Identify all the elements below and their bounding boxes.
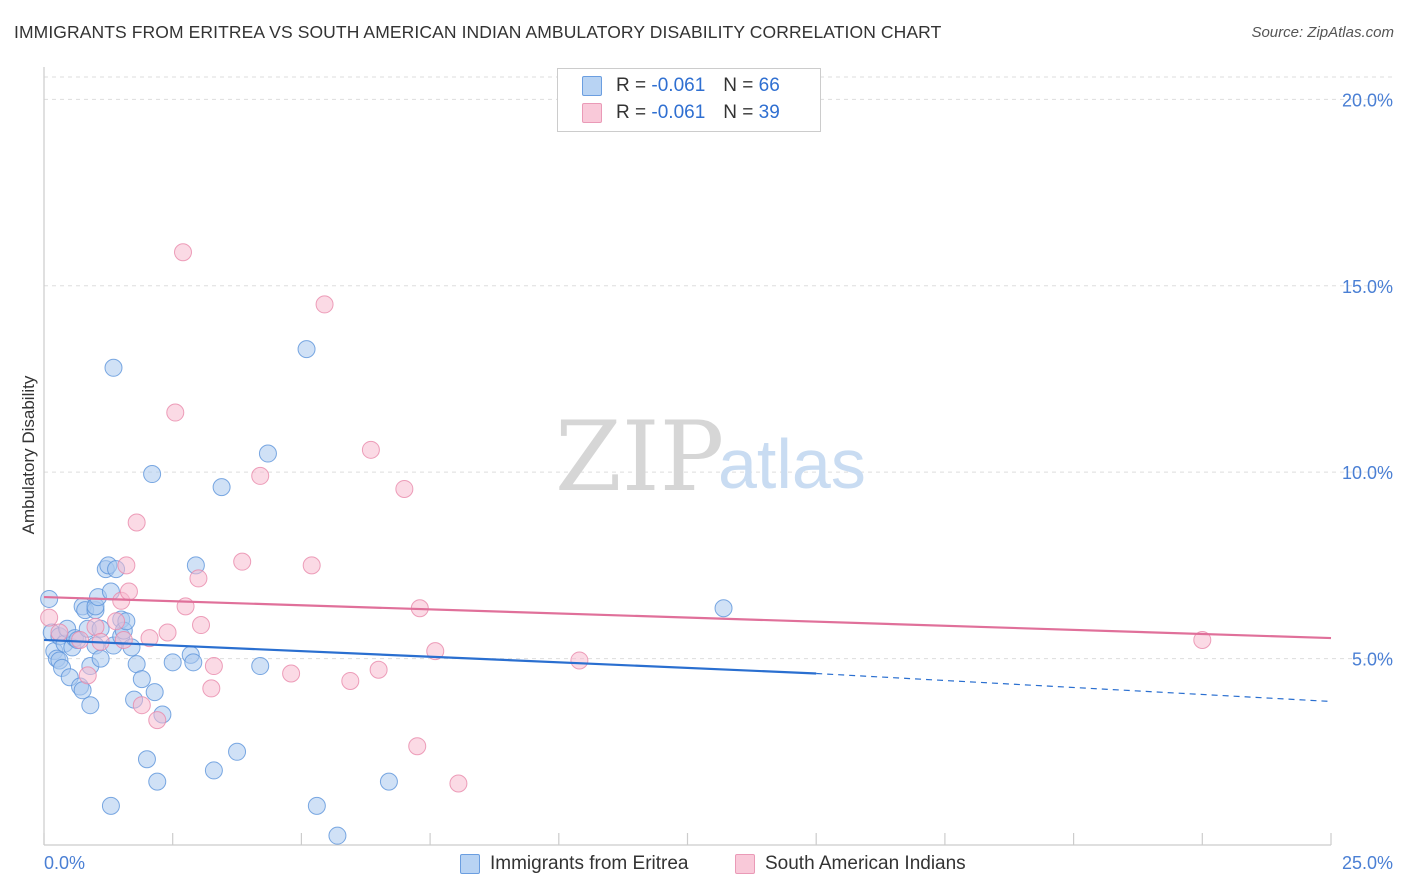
legend-n-value: 66 — [758, 75, 780, 96]
eritrea-point — [228, 742, 247, 761]
y-axis-title: Ambulatory Disability — [19, 375, 38, 534]
series-name-eritrea: Immigrants from Eritrea — [490, 853, 689, 874]
y-tick-label: 20.0% — [1342, 90, 1393, 110]
x-tick-label: 0.0% — [44, 853, 85, 873]
south-american-point — [202, 679, 221, 698]
legend-n-label: N = — [723, 75, 754, 96]
legend-row-eritrea: R = -0.061 N = 66 — [582, 74, 780, 98]
series-swatch-blue — [460, 854, 480, 874]
legend-n-value: 39 — [758, 102, 780, 123]
legend-swatch-blue — [582, 76, 602, 96]
eritrea-point — [251, 657, 270, 676]
south-american-point — [369, 660, 388, 679]
south-american-point — [40, 608, 59, 627]
y-tick-label: 5.0% — [1352, 650, 1393, 670]
south-american-point — [78, 666, 97, 685]
eritrea-point — [101, 796, 120, 815]
south-american-point — [132, 696, 151, 715]
stats-legend: R = -0.061 N = 66 R = -0.061 N = 39 — [557, 68, 821, 132]
south-american-point — [408, 737, 427, 756]
series-swatch-pink — [735, 854, 755, 874]
legend-row-south-american: R = -0.061 N = 39 — [582, 101, 780, 125]
eritrea-trend-line — [43, 638, 817, 675]
eritrea-point — [132, 670, 151, 689]
south-american-point — [158, 623, 177, 642]
eritrea-point — [143, 465, 162, 484]
series-name-south-american: South American Indians — [765, 853, 966, 874]
south-american-point — [251, 466, 270, 485]
source-label: Source: ZipAtlas.com — [1251, 24, 1394, 41]
south-american-point — [189, 569, 208, 588]
south-american-point — [127, 513, 146, 532]
axes — [43, 67, 1332, 846]
eritrea-trend-extension — [816, 672, 1332, 703]
series-legend-south-american: South American Indians — [735, 851, 966, 877]
south-american-point — [426, 642, 445, 661]
south-american-point — [204, 657, 223, 676]
legend-r-value: -0.061 — [651, 102, 706, 123]
south-american-point — [107, 612, 126, 631]
south-american-point — [302, 556, 321, 575]
eritrea-point — [379, 772, 398, 791]
eritrea-point — [40, 589, 59, 608]
watermark-zip: ZIP — [555, 401, 724, 513]
eritrea-point — [307, 796, 326, 815]
eritrea-point — [91, 649, 110, 668]
south-american-point — [71, 630, 90, 649]
south-american-point — [140, 629, 159, 648]
trend-lines — [43, 595, 1332, 703]
chart-title: IMMIGRANTS FROM ERITREA VS SOUTH AMERICA… — [14, 22, 942, 42]
eritrea-point — [104, 358, 123, 377]
south-american-point — [148, 711, 167, 730]
eritrea-point — [258, 444, 277, 463]
south-american-point — [341, 671, 360, 690]
south-american-trend-line — [43, 595, 1332, 640]
eritrea-point — [148, 772, 167, 791]
eritrea-point — [297, 340, 316, 359]
south-american-point — [50, 623, 69, 642]
legend-r-label: R = — [616, 75, 647, 96]
legend-n-label: N = — [723, 102, 754, 123]
eritrea-point — [81, 696, 100, 715]
south-american-point — [119, 582, 138, 601]
grid-lines — [44, 76, 1392, 660]
eritrea-point — [212, 478, 231, 497]
tick-labels: 5.0% 10.0% 15.0% 20.0% 0.0% 25.0% — [44, 90, 1393, 873]
watermark: ZIP atlas — [555, 401, 866, 513]
x-tick-label: 25.0% — [1342, 853, 1393, 873]
eritrea-point — [204, 761, 223, 780]
eritrea-point — [163, 653, 182, 672]
data-points — [40, 243, 1212, 845]
south-american-point — [395, 479, 414, 498]
south-american-point — [1193, 630, 1212, 649]
eritrea-point — [714, 599, 733, 618]
south-american-point — [173, 243, 192, 262]
south-american-point — [282, 664, 301, 683]
series-legend-eritrea: Immigrants from Eritrea — [460, 851, 688, 877]
south-american-point — [449, 774, 468, 793]
eritrea-point — [145, 683, 164, 702]
south-american-point — [114, 630, 133, 649]
south-american-point — [361, 440, 380, 459]
eritrea-point — [137, 750, 156, 769]
south-american-point — [233, 552, 252, 571]
y-tick-label: 15.0% — [1342, 277, 1393, 297]
south-american-point — [166, 403, 185, 422]
legend-r-label: R = — [616, 102, 647, 123]
y-tick-label: 10.0% — [1342, 463, 1393, 483]
eritrea-point — [184, 653, 203, 672]
south-american-point — [192, 616, 211, 635]
legend-swatch-pink — [582, 103, 602, 123]
watermark-atlas: atlas — [718, 425, 866, 503]
south-american-point — [315, 295, 334, 314]
legend-r-value: -0.061 — [651, 75, 706, 96]
eritrea-point — [328, 826, 347, 845]
south-american-point — [117, 556, 136, 575]
south-american-point — [570, 651, 589, 670]
